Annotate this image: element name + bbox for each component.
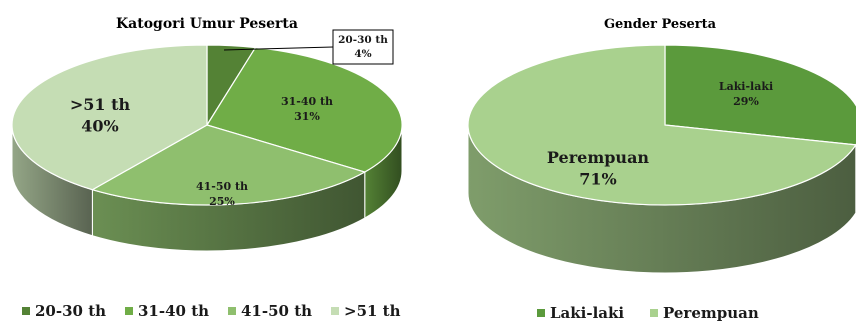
legend-swatch — [331, 307, 339, 315]
callout-20-30: 20-30 th 4% — [223, 29, 394, 65]
pie-slice-31-40-th — [206, 46, 403, 173]
pie-slice-41-50-th — [90, 124, 367, 206]
legend-item-laki-laki: Laki-laki — [537, 304, 624, 322]
legend-item-31-40-th: 31-40 th — [125, 302, 209, 320]
data-label-20-30-th: 20-30 th 4% — [338, 34, 388, 60]
legend-swatch — [125, 307, 133, 315]
gender-legend: Laki-laki Perempuan — [537, 304, 759, 322]
data-label-41-50-th: 41-50 th 25% — [196, 180, 248, 208]
gender-pie-chart: Laki-laki 29% Perempuan 71% — [467, 44, 856, 274]
legend-label: 31-40 th — [138, 302, 209, 320]
legend-item-51-th: >51 th — [331, 302, 401, 320]
data-label-51-th: >51 th 40% — [70, 95, 131, 136]
legend-swatch — [22, 307, 30, 315]
legend-item-20-30-th: 20-30 th — [22, 302, 106, 320]
pie-slice-51-th — [11, 44, 208, 191]
legend-swatch — [228, 307, 236, 315]
callout-leader-line — [223, 46, 334, 51]
age-pie-chart: 20-30 th 4% 31-40 th 31% 41-50 th 25% >51 th 40… — [11, 29, 403, 252]
legend-item-41-50-th: 41-50 th — [228, 302, 312, 320]
legend-swatch — [650, 309, 658, 317]
legend-label: Perempuan — [663, 304, 759, 322]
pie-slice-perempuan — [467, 44, 856, 206]
pie-slice-laki-laki — [664, 44, 856, 146]
legend-label: Laki-laki — [550, 304, 624, 322]
chart-title-gender: Gender Peserta — [604, 17, 717, 32]
callout-box — [332, 29, 394, 65]
chart-title-age: Katogori Umur Peserta — [116, 16, 298, 32]
age-legend: 20-30 th 31-40 th 41-50 th >51 th — [22, 302, 401, 320]
legend-label: 41-50 th — [241, 302, 312, 320]
legend-swatch — [537, 309, 545, 317]
data-label-laki-laki: Laki-laki 29% — [719, 80, 773, 108]
legend-label: >51 th — [344, 302, 401, 320]
legend-item-perempuan: Perempuan — [650, 304, 759, 322]
data-label-31-40-th: 31-40 th 31% — [281, 95, 333, 123]
legend-label: 20-30 th — [35, 302, 106, 320]
data-label-perempuan: Perempuan 71% — [547, 148, 650, 189]
